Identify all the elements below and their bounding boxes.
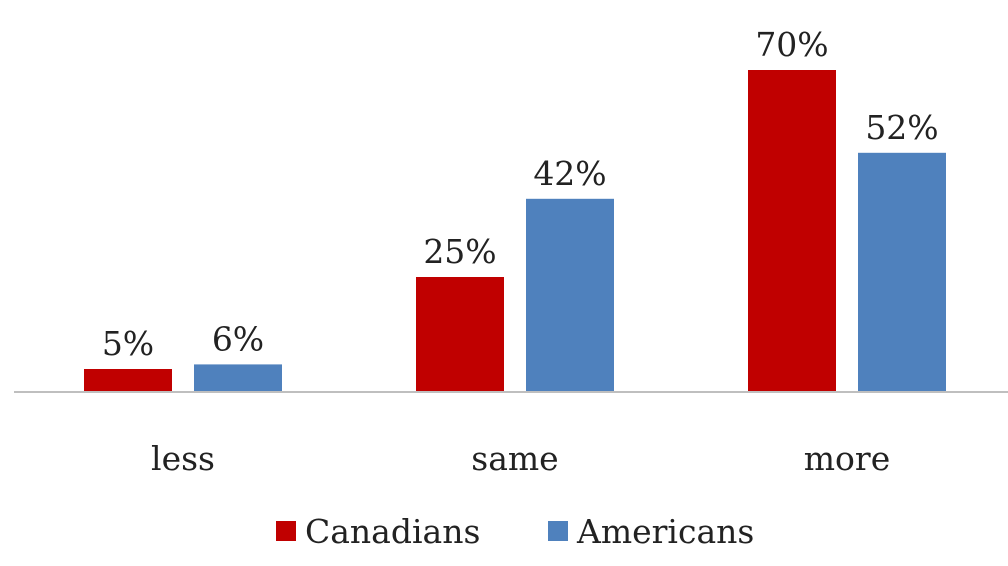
legend-label-canadians: Canadians xyxy=(305,512,480,551)
category-labels-layer: less same more xyxy=(151,439,890,478)
bar-americans-same xyxy=(526,198,614,392)
data-label-americans-more: 52% xyxy=(865,108,938,147)
data-label-canadians-same: 25% xyxy=(423,232,496,271)
data-labels-layer: 5% 6% 25% 42% 70% 52% xyxy=(102,25,939,363)
data-label-americans-same: 42% xyxy=(533,154,606,193)
legend: Canadians Americans xyxy=(276,512,754,551)
bar-canadians-more xyxy=(748,70,836,392)
category-label-same: same xyxy=(471,439,558,478)
category-label-less: less xyxy=(151,439,215,478)
bar-canadians-same xyxy=(416,277,504,392)
legend-swatch-canadians xyxy=(276,521,296,541)
data-label-canadians-less: 5% xyxy=(102,324,154,363)
legend-swatch-americans xyxy=(548,521,568,541)
bars-layer xyxy=(84,70,946,392)
bar-americans-more xyxy=(858,152,946,392)
bar-canadians-less xyxy=(84,369,172,392)
legend-label-americans: Americans xyxy=(576,512,754,551)
category-label-more: more xyxy=(804,439,890,478)
bar-americans-less xyxy=(194,364,282,392)
data-label-canadians-more: 70% xyxy=(755,25,828,64)
data-label-americans-less: 6% xyxy=(212,319,264,358)
